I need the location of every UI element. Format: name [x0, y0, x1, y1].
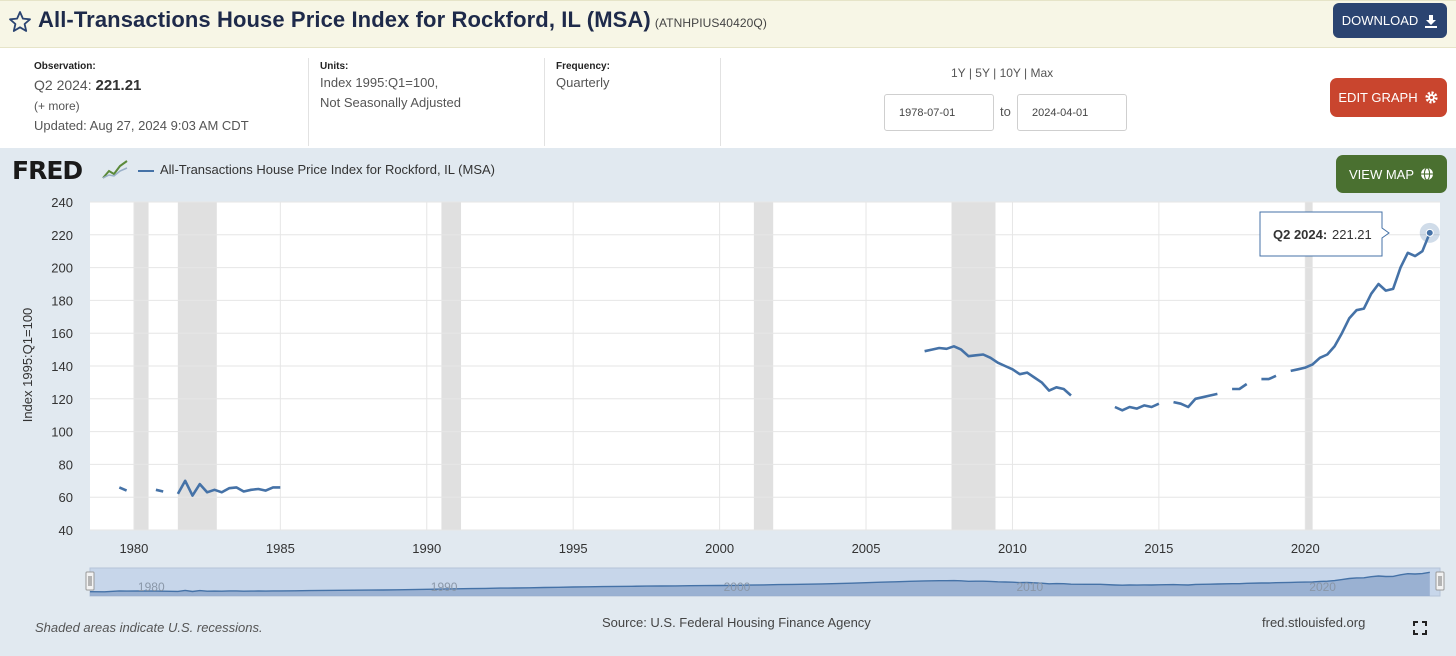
legend-swatch — [138, 170, 154, 172]
range-5y[interactable]: 5Y — [975, 66, 990, 80]
source-note: Source: U.S. Federal Housing Finance Age… — [602, 615, 871, 630]
y-tick-label: 220 — [51, 228, 73, 243]
y-axis-label: Index 1995:Q1=100 — [20, 308, 35, 423]
y-tick-label: 200 — [51, 261, 73, 276]
range-selector: 1Y | 5Y | 10Y | Max — [951, 66, 1053, 80]
units-line-1: Index 1995:Q1=100, — [320, 75, 439, 90]
recession-note: Shaded areas indicate U.S. recessions. — [35, 620, 263, 635]
series-title: All-Transactions House Price Index for R… — [38, 7, 651, 32]
start-date-input[interactable]: 1978-07-01 — [884, 94, 994, 131]
download-label: DOWNLOAD — [1341, 13, 1419, 28]
x-tick-label: 1990 — [412, 541, 441, 556]
units-label: Units: — [320, 61, 349, 72]
edit-graph-label: EDIT GRAPH — [1338, 90, 1418, 105]
frequency-label: Frequency: — [556, 61, 610, 72]
globe-icon — [1421, 167, 1433, 181]
navigator-area — [90, 572, 1430, 596]
range-1y[interactable]: 1Y — [951, 66, 966, 80]
divider — [720, 58, 721, 146]
star-icon[interactable] — [8, 10, 32, 34]
x-tick-label: 1985 — [266, 541, 295, 556]
navigator-label: 2020 — [1309, 580, 1336, 594]
series-id: (ATNHPIUS40420Q) — [654, 16, 767, 30]
range-separator: | — [968, 66, 972, 80]
navigator-label: 1980 — [138, 580, 165, 594]
navigator-label: 2000 — [724, 580, 751, 594]
series-line — [924, 344, 1072, 397]
data-point[interactable] — [1425, 228, 1434, 237]
observation-readout: Q2 2024: 221.21 — [34, 77, 141, 94]
updated-text: Updated: Aug 27, 2024 9:03 AM CDT — [34, 118, 249, 133]
series-line — [1173, 392, 1218, 409]
y-tick-label: 160 — [51, 326, 73, 341]
chart: 40 60 80 100 120 140 160 180 200 220 240 1980 1985 1… — [20, 195, 1445, 597]
x-tick-label: 1995 — [559, 541, 588, 556]
page-title: All-Transactions House Price Index for R… — [38, 7, 767, 33]
navigator-label: 2010 — [1016, 580, 1043, 594]
series-line — [1261, 374, 1277, 381]
view-map-label: VIEW MAP — [1348, 166, 1414, 182]
series-line — [1290, 232, 1432, 373]
tooltip-value: 221.21 — [1332, 227, 1372, 242]
x-tick-label: 1980 — [119, 541, 148, 556]
end-date-input[interactable]: 2024-04-01 — [1017, 94, 1127, 131]
divider — [544, 58, 545, 146]
x-tick-label: 2015 — [1144, 541, 1173, 556]
series-line — [118, 486, 128, 492]
y-tick-label: 80 — [59, 457, 73, 472]
fullscreen-icon[interactable] — [1412, 620, 1428, 636]
y-tick-label: 40 — [59, 523, 73, 538]
x-tick-label: 2000 — [705, 541, 734, 556]
observation-period: Q2 2024: — [34, 77, 92, 93]
navigator-handle[interactable] — [1435, 571, 1445, 591]
x-tick-label: 2010 — [998, 541, 1027, 556]
gear-icon — [1425, 91, 1438, 104]
y-tick-label: 180 — [51, 293, 73, 308]
edit-graph-button[interactable]: EDIT GRAPH — [1330, 78, 1447, 117]
download-button[interactable]: DOWNLOAD — [1333, 3, 1447, 38]
divider — [308, 58, 309, 146]
tooltip-period: Q2 2024: — [1273, 227, 1327, 242]
x-tick-label: 2005 — [852, 541, 881, 556]
view-map-button[interactable]: VIEW MAP — [1336, 155, 1447, 193]
series-line — [1232, 382, 1248, 391]
more-link[interactable]: (+ more) — [34, 99, 80, 113]
y-tick-label: 240 — [51, 195, 73, 210]
fred-logo[interactable]: FRED — [12, 156, 83, 185]
units-line-2: Not Seasonally Adjusted — [320, 95, 461, 110]
series-line — [1114, 402, 1160, 412]
range-max[interactable]: Max — [1030, 66, 1054, 80]
observation-label: Observation: — [34, 61, 96, 72]
series-line — [155, 488, 164, 493]
site-link[interactable]: fred.stlouisfed.org — [1262, 615, 1366, 630]
fred-chart-icon — [102, 158, 128, 180]
download-icon — [1425, 14, 1438, 28]
observation-value: 221.21 — [95, 77, 142, 94]
navigator-line — [89, 571, 1430, 593]
y-tick-label: 120 — [51, 392, 73, 407]
navigator-label: 1990 — [431, 580, 458, 594]
frequency-value: Quarterly — [556, 75, 610, 90]
navigator-handle[interactable] — [85, 571, 95, 591]
y-tick-label: 100 — [51, 425, 73, 440]
legend-label: All-Transactions House Price Index for R… — [160, 162, 495, 177]
range-10y[interactable]: 10Y — [999, 66, 1021, 80]
x-tick-label: 2020 — [1291, 541, 1320, 556]
to-label: to — [1000, 104, 1011, 119]
y-tick-label: 140 — [51, 359, 73, 374]
tooltip-box — [1259, 211, 1390, 257]
range-separator: | — [1024, 66, 1028, 80]
range-separator: | — [993, 66, 997, 80]
title-bar: All-Transactions House Price Index for R… — [0, 0, 1456, 48]
y-tick-label: 60 — [59, 490, 73, 505]
series-line — [176, 479, 281, 497]
